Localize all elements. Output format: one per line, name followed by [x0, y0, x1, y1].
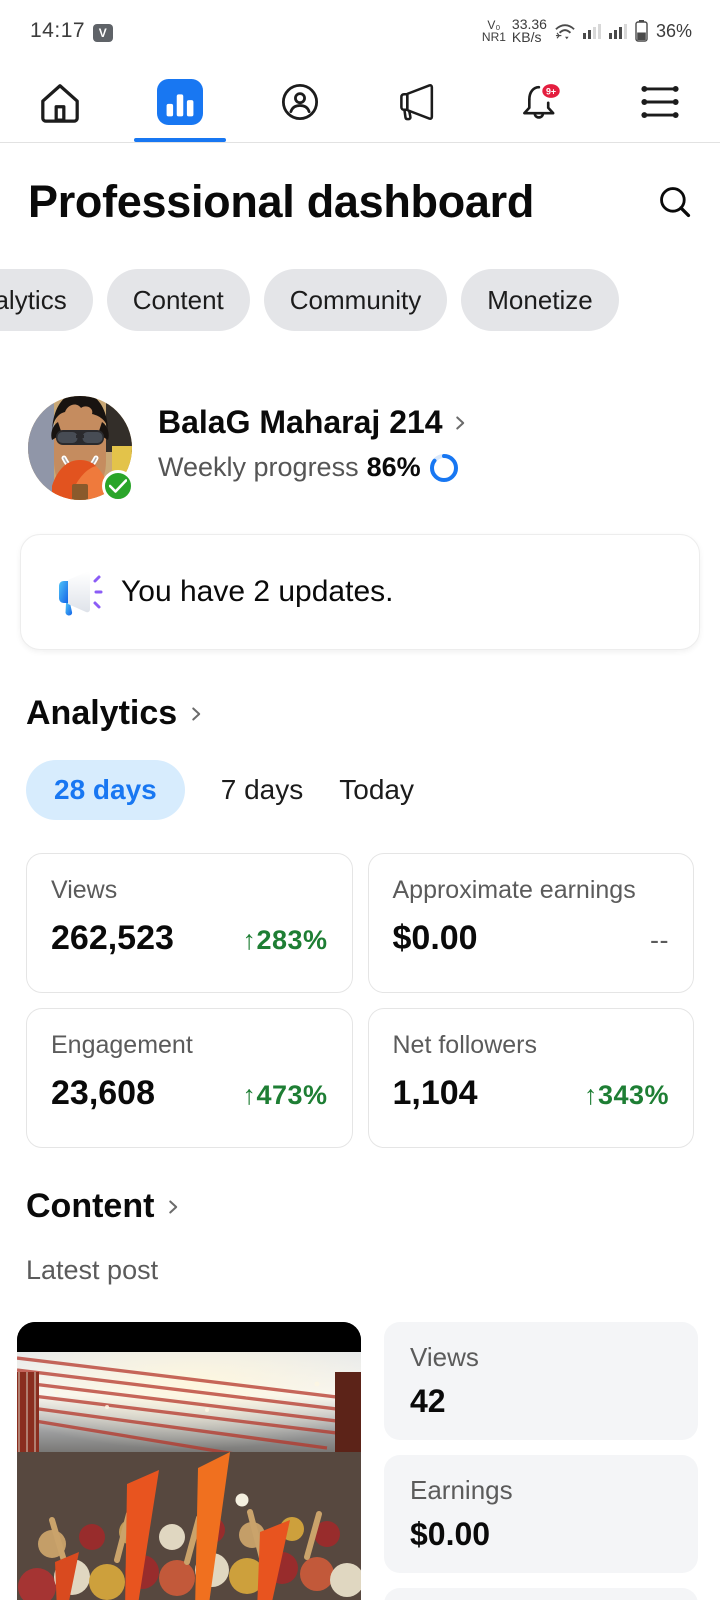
svg-text:9+: 9+: [546, 86, 556, 96]
